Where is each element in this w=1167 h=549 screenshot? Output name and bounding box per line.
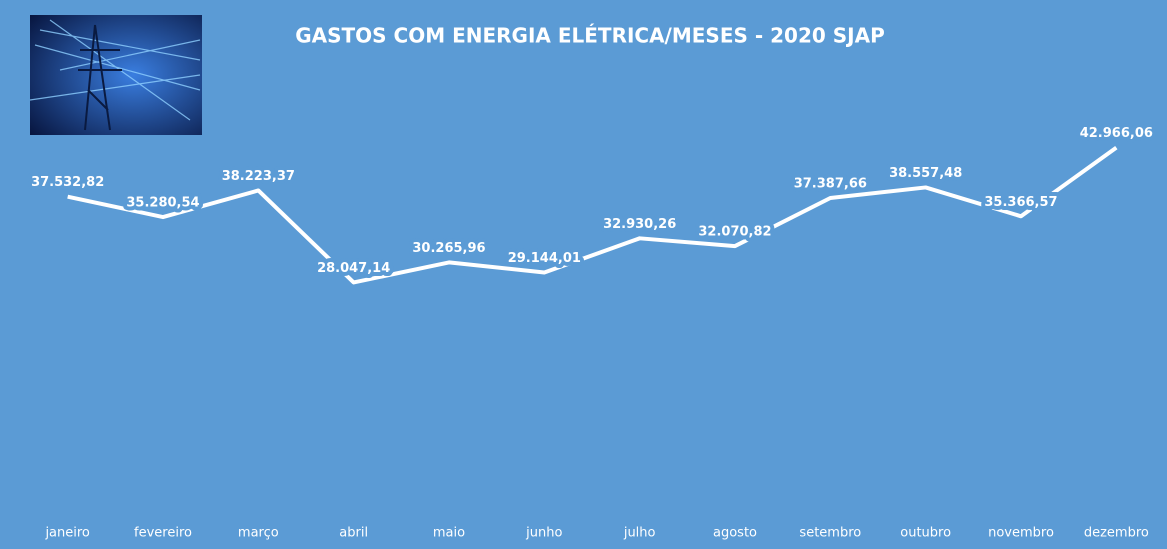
x-tick-label: junho	[525, 526, 562, 541]
x-tick-label: setembro	[799, 526, 861, 541]
x-tick-label: março	[238, 526, 279, 541]
x-tick-label: julho	[623, 526, 656, 541]
x-tick-label: novembro	[988, 526, 1054, 541]
x-tick-label: dezembro	[1084, 526, 1149, 541]
data-label: 28.047,14	[317, 261, 390, 276]
data-label: 37.532,82	[31, 175, 104, 190]
chart-title: GASTOS COM ENERGIA ELÉTRICA/MESES - 2020…	[295, 24, 885, 48]
page: GASTOS COM ENERGIA ELÉTRICA/MESES - 2020…	[0, 0, 1167, 549]
data-label: 38.557,48	[889, 166, 962, 181]
data-label: 38.223,37	[222, 169, 295, 184]
data-label: 42.966,06	[1080, 126, 1153, 141]
x-tick-label: fevereiro	[134, 526, 192, 541]
x-tick-label: janeiro	[44, 526, 89, 541]
chart: GASTOS COM ENERGIA ELÉTRICA/MESES - 2020…	[0, 0, 1167, 549]
data-label: 30.265,96	[412, 241, 485, 256]
data-label: 35.280,54	[126, 196, 199, 211]
x-tick-label: abril	[339, 526, 368, 541]
data-label: 29.144,01	[508, 251, 581, 266]
data-label: 32.930,26	[603, 217, 676, 232]
data-label: 37.387,66	[794, 177, 867, 192]
x-tick-label: outubro	[900, 526, 951, 541]
data-label: 35.366,57	[984, 195, 1057, 210]
x-tick-label: agosto	[713, 526, 757, 541]
data-label: 32.070,82	[698, 225, 771, 240]
decorative-image	[30, 15, 202, 135]
x-tick-label: maio	[433, 526, 465, 541]
